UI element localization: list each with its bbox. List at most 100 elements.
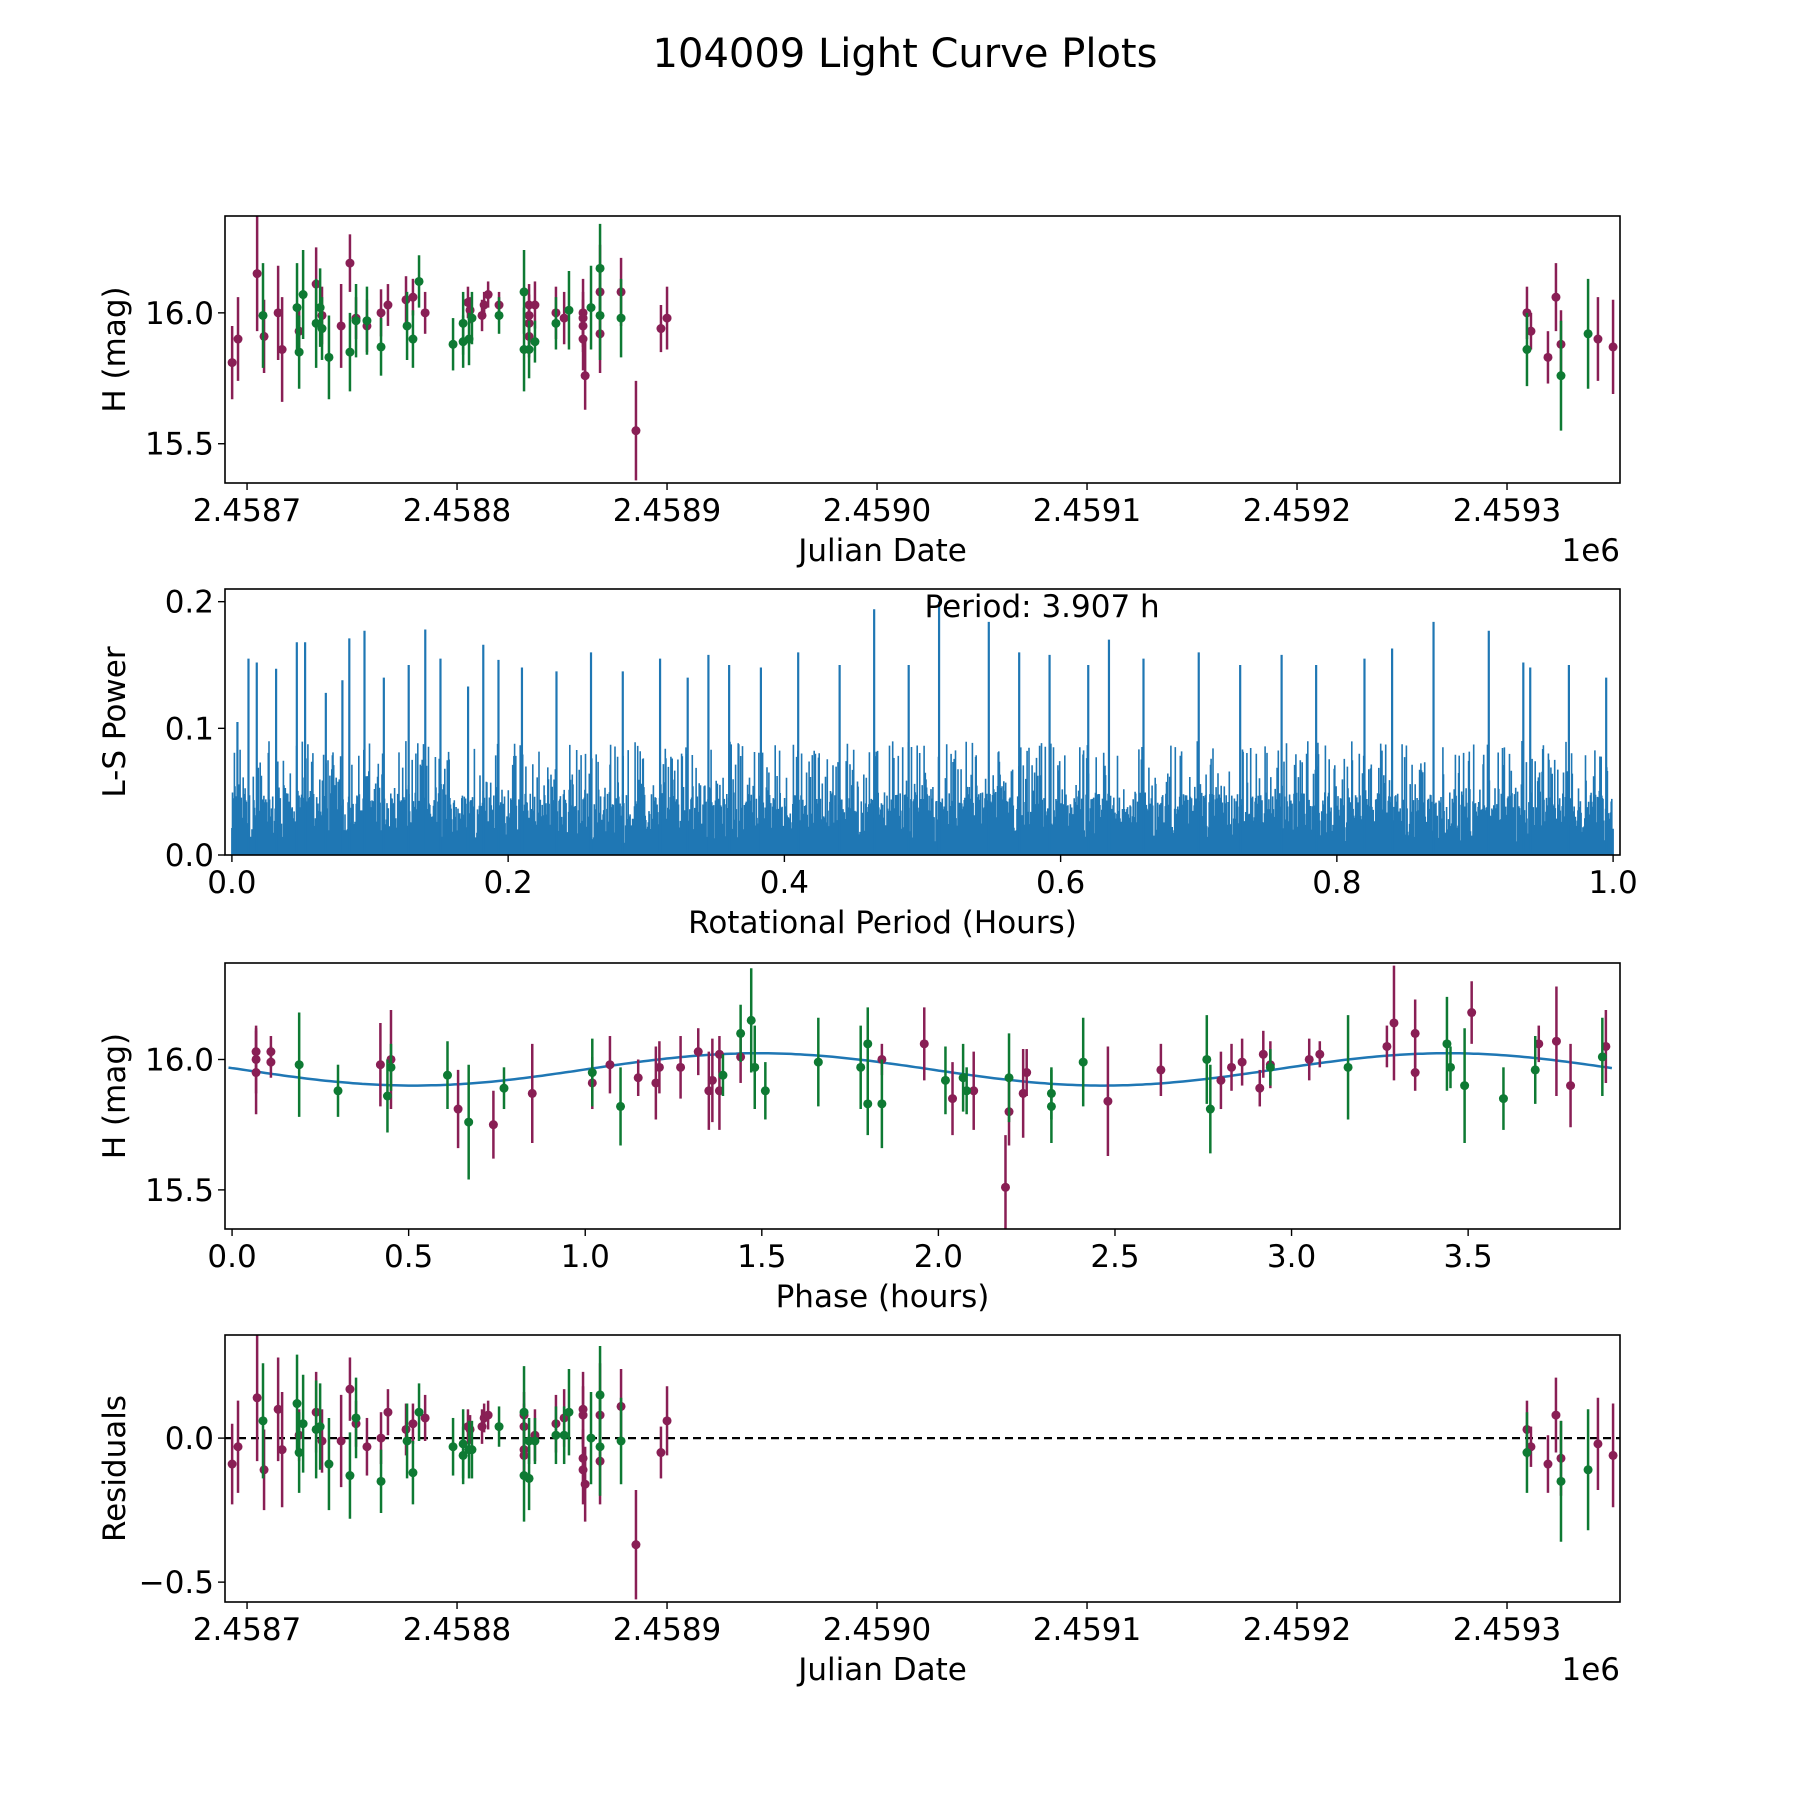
data-point [1460, 1081, 1470, 1091]
data-point [524, 1473, 534, 1483]
data-point [1382, 1041, 1392, 1051]
data-point [1202, 1054, 1212, 1064]
data-point [458, 1450, 468, 1460]
data-point [479, 300, 489, 310]
data-point [277, 1445, 287, 1455]
data-point [298, 1419, 308, 1429]
data-point [1227, 1062, 1237, 1072]
data-point [277, 345, 287, 354]
data-point [1018, 1088, 1028, 1098]
data-point [1551, 1036, 1561, 1046]
data-point [1304, 1054, 1314, 1064]
data-point [251, 1068, 261, 1078]
data-point [1467, 1008, 1477, 1018]
data-point [1551, 292, 1561, 302]
axes-frame [224, 588, 1621, 856]
series-filter_b [258, 223, 1593, 431]
x-tick-label: 2.4588 [403, 493, 511, 529]
figure-title: 104009 Light Curve Plots [653, 31, 1158, 77]
data-point [499, 1083, 509, 1093]
x-tick-label: 2.4589 [613, 1612, 721, 1648]
y-tick-label: 0.2 [165, 585, 214, 621]
data-point [233, 1442, 243, 1452]
data-point [383, 300, 393, 310]
data-point [1004, 1073, 1014, 1083]
data-point [1410, 1028, 1420, 1038]
data-point [530, 1436, 540, 1446]
data-point [969, 1086, 979, 1096]
periodogram-spectrum [231, 741, 1614, 855]
data-point [524, 345, 534, 354]
data-point [420, 1413, 430, 1423]
data-point [1343, 1062, 1353, 1072]
data-point [273, 308, 283, 318]
data-point [483, 1410, 493, 1420]
data-point [376, 1433, 386, 1443]
data-point [362, 1442, 372, 1452]
data-point [494, 310, 504, 320]
residuals-panel: 2.4587 2.4588 2.4589 2.4590 2.4591 2.4592 2.45… [97, 1334, 1621, 1688]
data-point [746, 1015, 756, 1025]
data-point [336, 1436, 346, 1446]
data-point [1255, 1083, 1265, 1093]
data-point [266, 1057, 276, 1067]
plot-area [231, 601, 1614, 855]
x-axis-label: Julian Date [796, 533, 967, 569]
data-point [707, 1075, 717, 1085]
data-point [587, 1068, 597, 1078]
x-tick-label: 2.4593 [1453, 1612, 1561, 1648]
data-point [351, 316, 361, 326]
data-point [233, 334, 243, 344]
data-point [345, 258, 355, 268]
series-filter_b [258, 1345, 1593, 1542]
data-point [693, 1047, 703, 1057]
data-point [1022, 1068, 1032, 1078]
y-axis-label: H (mag) [97, 1033, 133, 1159]
series-filter_a [227, 216, 1618, 481]
data-point [315, 303, 325, 313]
x-tick-label: 2.5 [1090, 1239, 1139, 1275]
data-point [551, 318, 561, 328]
data-point [578, 1410, 588, 1420]
x-tick-label: 2.0 [914, 1239, 963, 1275]
data-point [1556, 1476, 1566, 1486]
data-point [345, 1384, 355, 1394]
data-point [1543, 1459, 1553, 1469]
data-point [351, 1413, 361, 1423]
data-point [448, 1442, 458, 1452]
data-point [718, 1070, 728, 1080]
data-point [1410, 1068, 1420, 1078]
data-point [586, 1433, 596, 1443]
data-point [488, 1120, 498, 1130]
data-point [605, 1060, 615, 1070]
data-point [464, 1117, 474, 1127]
data-point [408, 1468, 418, 1478]
data-point [1103, 1096, 1113, 1106]
plot-area [228, 965, 1613, 1229]
data-point [551, 1430, 561, 1440]
data-point [408, 1419, 418, 1429]
data-point [656, 324, 666, 334]
y-tick-label: 16.0 [145, 1042, 214, 1078]
y-tick-label: 15.5 [145, 427, 214, 463]
data-point [273, 1404, 283, 1414]
data-point [227, 1459, 237, 1469]
data-point [408, 292, 418, 302]
data-point [252, 1393, 262, 1403]
x-tick-label: 2.4590 [823, 1612, 931, 1648]
data-point [258, 310, 268, 320]
data-point [1078, 1057, 1088, 1067]
data-point [1608, 1450, 1618, 1460]
data-point [586, 303, 596, 313]
x-tick-label: 2.4591 [1033, 1612, 1141, 1648]
x-tick-label: 3.5 [1443, 1239, 1492, 1275]
data-point [1216, 1075, 1226, 1085]
x-tick-label: 2.4587 [193, 493, 301, 529]
x-tick-label: 0.5 [384, 1239, 433, 1275]
data-point [453, 1104, 463, 1114]
data-point [676, 1062, 686, 1072]
x-tick-label: 2.4593 [1453, 493, 1561, 529]
x-axis-label: Rotational Period (Hours) [688, 905, 1077, 941]
data-point [376, 308, 386, 318]
